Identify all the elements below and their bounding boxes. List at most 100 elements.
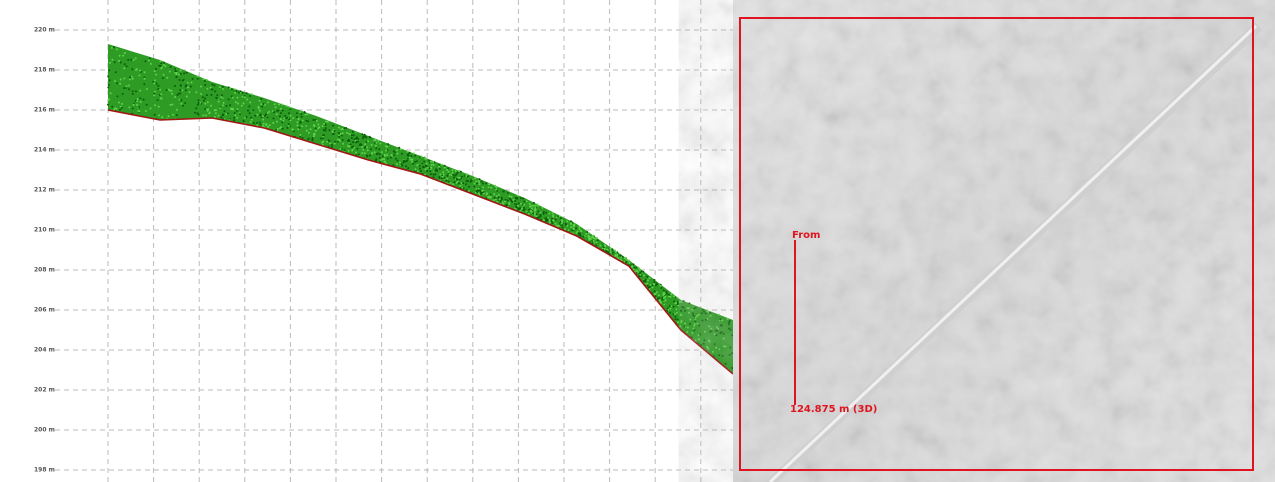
point-speck <box>703 330 706 333</box>
point-speck <box>453 181 456 184</box>
point-speck <box>432 163 435 166</box>
point-speck <box>585 232 588 235</box>
point-speck <box>532 201 535 204</box>
point-speck <box>292 117 295 119</box>
point-speck <box>157 88 160 90</box>
point-speck <box>387 143 390 146</box>
point-speck <box>204 84 207 86</box>
point-speck <box>260 98 263 100</box>
road-edge <box>768 24 1258 482</box>
point-speck <box>467 185 470 188</box>
point-speck <box>614 249 616 252</box>
point-speck <box>416 160 418 163</box>
point-speck <box>278 103 280 106</box>
point-speck <box>515 205 518 208</box>
point-speck <box>334 140 336 143</box>
point-speck <box>349 143 352 146</box>
point-speck <box>296 124 299 127</box>
point-speck <box>714 329 717 332</box>
point-speck <box>355 130 358 133</box>
point-speck <box>352 134 355 137</box>
point-speck <box>221 114 224 117</box>
point-speck <box>548 221 551 224</box>
point-speck <box>694 316 697 319</box>
point-speck <box>107 103 109 106</box>
point-speck <box>304 113 307 116</box>
point-speck <box>204 108 207 111</box>
point-speck <box>661 298 664 301</box>
point-speck <box>482 182 484 185</box>
point-speck <box>442 173 445 176</box>
point-speck <box>500 196 503 199</box>
point-speck <box>158 114 161 117</box>
point-speck <box>268 110 271 113</box>
point-speck <box>495 195 498 198</box>
point-speck <box>510 195 513 198</box>
point-speck <box>252 109 255 112</box>
point-speck <box>363 146 366 149</box>
point-speck <box>696 322 699 325</box>
point-speck <box>190 81 193 84</box>
point-speck <box>648 285 651 288</box>
point-speck <box>262 118 265 121</box>
point-speck <box>708 325 711 328</box>
point-speck <box>312 135 315 138</box>
point-speck <box>602 246 605 249</box>
point-speck <box>322 140 325 143</box>
point-speck <box>414 160 416 163</box>
point-speck <box>616 253 619 256</box>
point-speck <box>137 110 140 113</box>
point-speck <box>221 88 224 90</box>
point-speck <box>487 183 490 186</box>
point-speck <box>210 104 212 107</box>
point-speck <box>357 137 360 140</box>
point-speck <box>667 293 670 296</box>
point-speck <box>426 170 429 173</box>
point-speck <box>729 346 732 349</box>
point-speck <box>216 94 219 97</box>
y-tick-label: 214 m <box>34 147 55 154</box>
point-speck <box>179 89 182 92</box>
point-speck <box>266 116 269 119</box>
point-speck <box>332 124 335 127</box>
point-speck <box>213 115 216 118</box>
point-speck <box>589 238 592 240</box>
point-speck <box>312 119 315 121</box>
point-speck <box>653 281 656 283</box>
point-speck <box>375 147 378 150</box>
point-speck <box>111 105 114 108</box>
point-speck <box>264 113 267 116</box>
point-speck <box>688 302 691 305</box>
point-speck <box>185 71 188 74</box>
point-speck <box>160 97 163 100</box>
point-speck <box>201 96 204 99</box>
point-speck <box>127 58 130 61</box>
point-speck <box>459 170 462 173</box>
point-speck <box>299 134 302 136</box>
point-speck <box>452 183 454 186</box>
point-speck <box>595 237 598 239</box>
point-speck <box>371 152 373 155</box>
point-speck <box>348 140 351 143</box>
point-speck <box>688 311 690 314</box>
point-speck <box>360 143 363 146</box>
point-speck <box>288 124 290 127</box>
point-speck <box>338 135 341 138</box>
point-speck <box>474 177 477 180</box>
point-speck <box>160 93 163 96</box>
point-speck <box>638 268 641 271</box>
point-speck <box>317 123 320 126</box>
point-speck <box>644 280 646 283</box>
point-speck <box>213 109 216 112</box>
point-speck <box>700 312 703 315</box>
point-speck <box>115 108 118 110</box>
point-speck <box>713 333 716 336</box>
point-speck <box>545 220 548 223</box>
point-speck <box>582 235 585 238</box>
point-speck <box>155 73 158 76</box>
point-speck <box>167 88 170 91</box>
point-speck <box>256 113 259 116</box>
point-speck <box>233 119 236 122</box>
point-speck <box>450 174 453 177</box>
point-speck <box>136 103 139 106</box>
